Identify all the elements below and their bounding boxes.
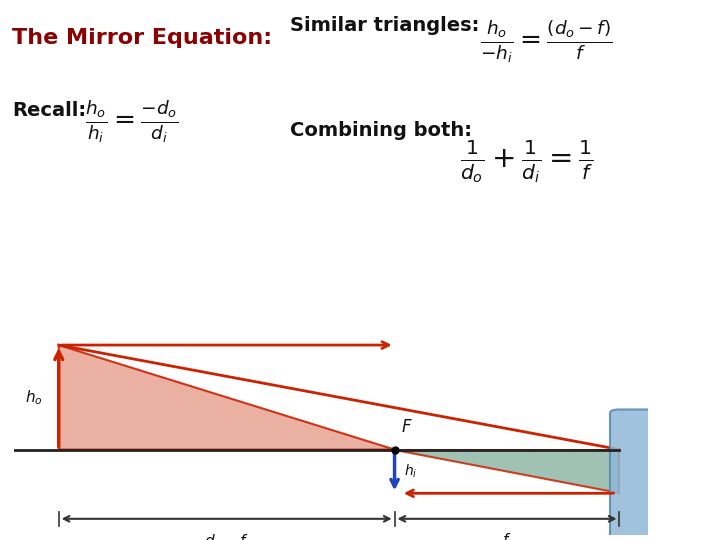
FancyBboxPatch shape [610,409,664,540]
Polygon shape [395,449,619,494]
Text: The Mirror Equation:: The Mirror Equation: [12,28,272,48]
Text: $h_o$: $h_o$ [25,388,43,407]
Text: $d_o - f$: $d_o - f$ [204,532,249,540]
Text: Similar triangles:: Similar triangles: [290,16,480,35]
Text: $F$: $F$ [401,418,413,436]
Text: Recall:: Recall: [12,101,86,120]
Text: Combining both:: Combining both: [290,121,472,140]
Text: $\mathit{\frac{1}{d_o} + \frac{1}{d_i} = \frac{1}{f}}$: $\mathit{\frac{1}{d_o} + \frac{1}{d_i} =… [460,138,593,185]
Text: $\mathit{\frac{h_o}{-h_i} = \frac{(d_o - f)}{f}}$: $\mathit{\frac{h_o}{-h_i} = \frac{(d_o -… [480,18,613,65]
Text: $f$: $f$ [503,532,512,540]
Text: $h_i$: $h_i$ [404,463,418,480]
Polygon shape [59,345,395,449]
Text: $\mathit{\frac{h_o}{h_i} = \frac{-d_o}{d_i}}$: $\mathit{\frac{h_o}{h_i} = \frac{-d_o}{d… [85,98,179,145]
